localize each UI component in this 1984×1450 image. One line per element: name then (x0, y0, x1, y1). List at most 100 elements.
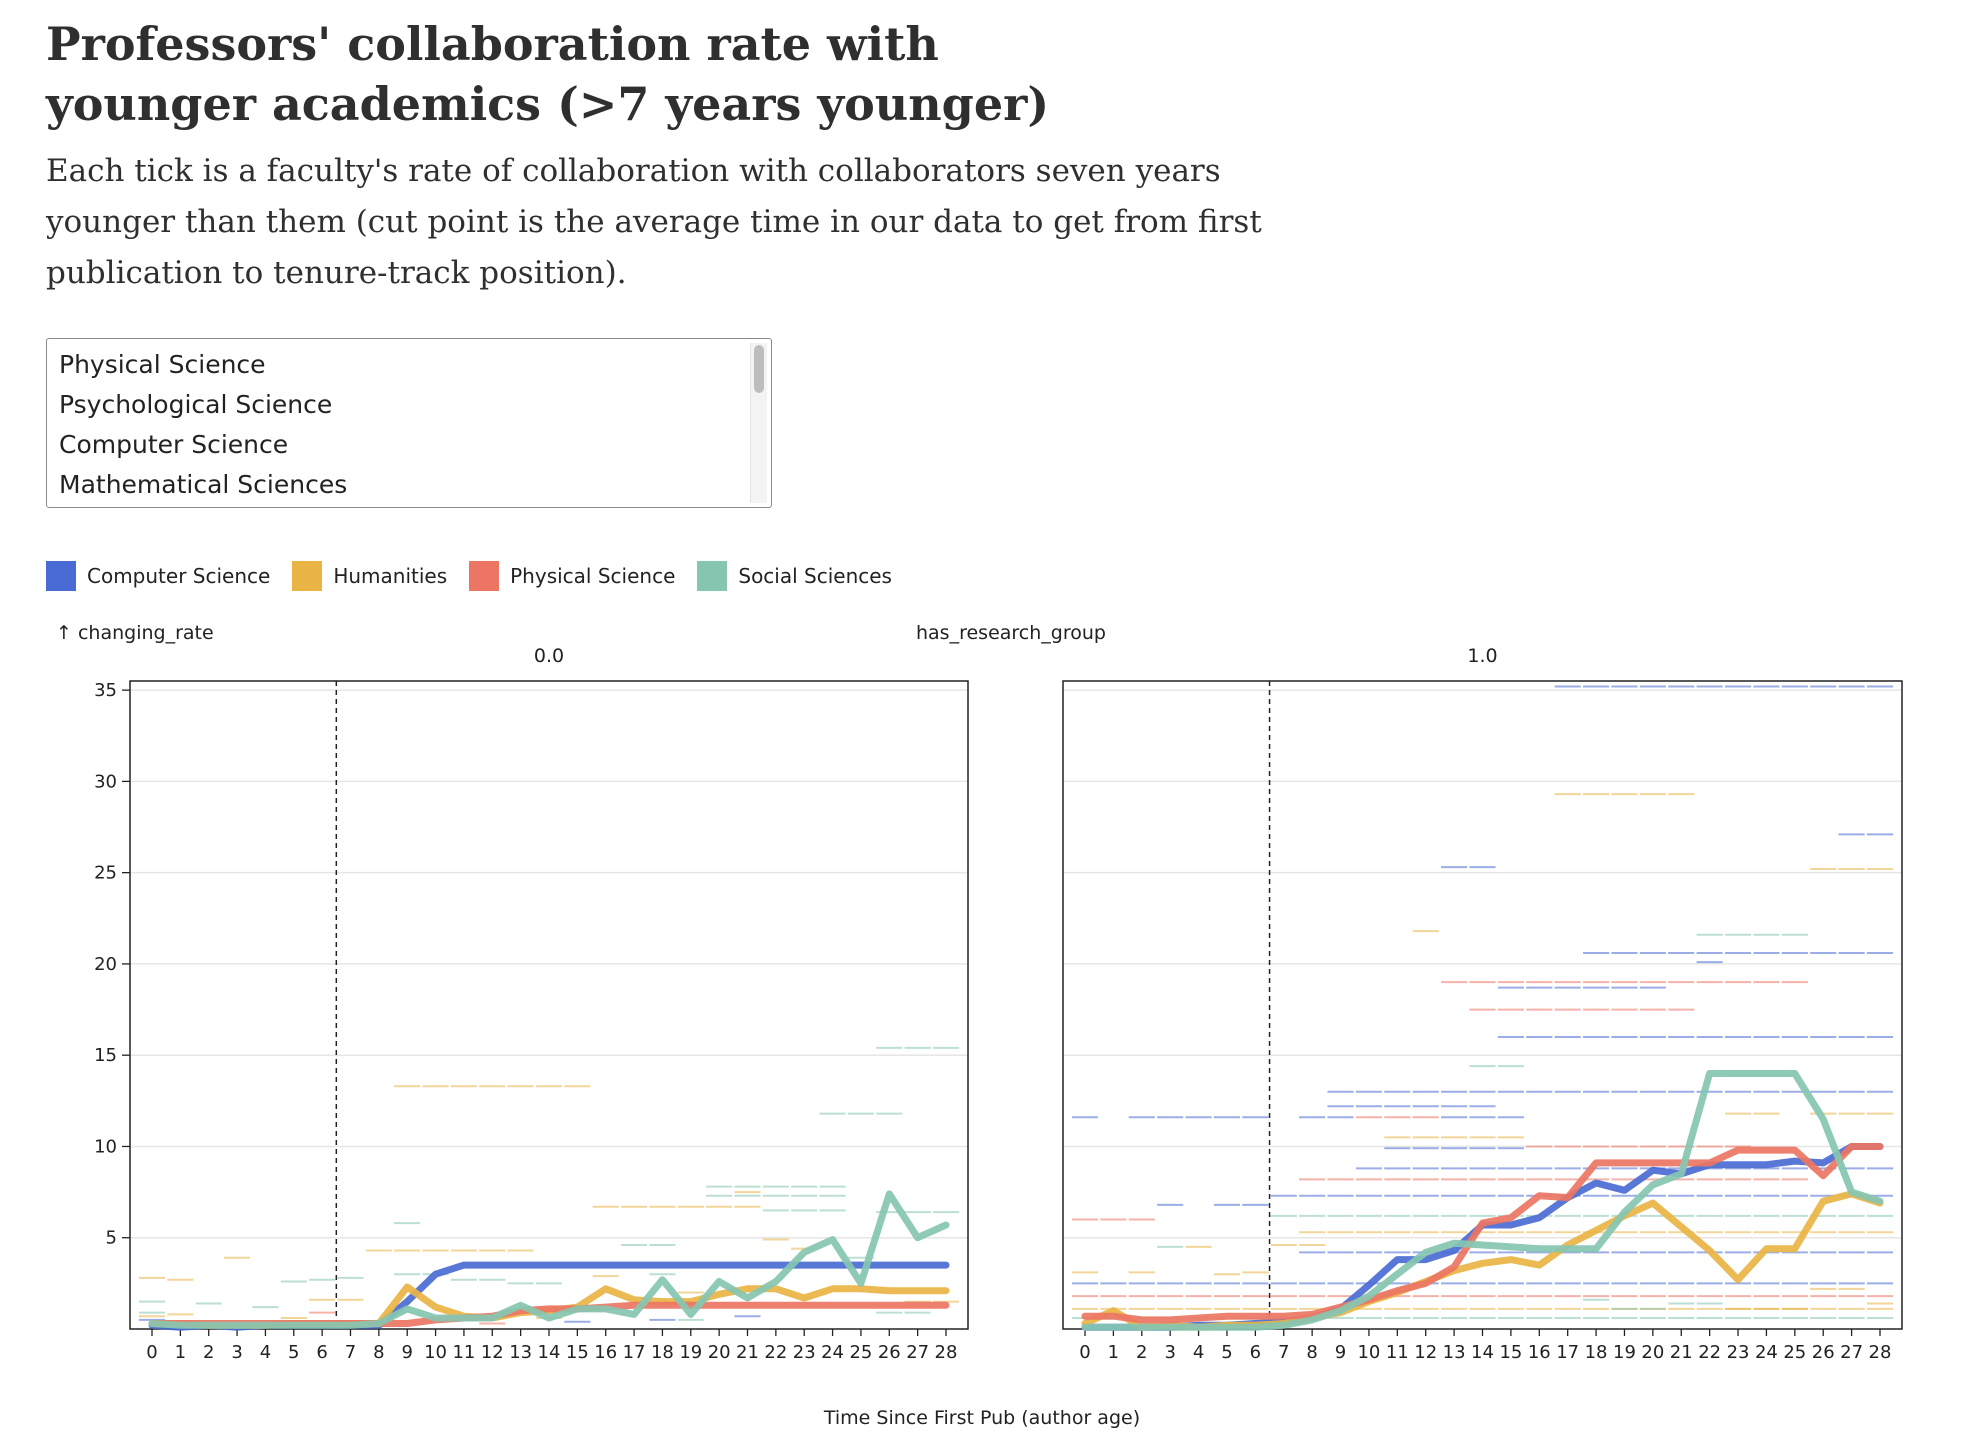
x-tick-label: 1 (1108, 1342, 1119, 1363)
x-tick-label: 16 (594, 1342, 617, 1363)
x-tick-label: 18 (1585, 1342, 1608, 1363)
page-title: Professors' collaboration rate with youn… (46, 17, 1050, 131)
x-tick-label: 14 (538, 1342, 561, 1363)
legend-swatch (697, 561, 728, 591)
legend-label: Humanities (333, 564, 448, 588)
listbox-scroll-thumb[interactable] (754, 345, 764, 393)
field-option[interactable]: Physical Science (59, 350, 266, 379)
x-tick-label: 26 (878, 1342, 901, 1363)
facet-value-label: 0.0 (534, 645, 564, 667)
legend-label: Social Sciences (738, 564, 892, 588)
series-line-social-sciences (1081, 1070, 1884, 1331)
series-line-social-sciences (148, 1190, 950, 1329)
y-tick-label: 10 (94, 1136, 117, 1157)
x-tick-label: 0 (1079, 1342, 1090, 1363)
x-tick-label: 27 (1840, 1342, 1863, 1363)
x-tick-label: 24 (1755, 1342, 1778, 1363)
x-tick-label: 22 (1698, 1342, 1721, 1363)
series-line-humanities (1081, 1190, 1884, 1331)
x-tick-label: 21 (736, 1342, 759, 1363)
x-tick-label: 7 (1278, 1342, 1289, 1363)
legend-label: Computer Science (87, 564, 271, 588)
series-line-physical-science (1081, 1143, 1884, 1324)
facet-value-label: 1.0 (1467, 645, 1497, 667)
x-tick-label: 11 (452, 1342, 475, 1363)
x-tick-label: 25 (849, 1342, 872, 1363)
y-axis-label: ↑ changing_rate (56, 622, 214, 644)
legend-item-social-sciences: Social Sciences (697, 561, 892, 591)
x-tick-label: 12 (1414, 1342, 1437, 1363)
x-tick-label: 8 (1306, 1342, 1317, 1363)
field-option[interactable]: Computer Science (59, 430, 289, 459)
x-tick-label: 9 (1335, 1342, 1346, 1363)
y-tick-label: 25 (94, 863, 117, 884)
x-tick-label: 27 (906, 1342, 929, 1363)
legend-item-humanities: Humanities (292, 561, 447, 591)
x-tick-label: 5 (1221, 1342, 1232, 1363)
y-tick-label: 5 (106, 1228, 117, 1249)
x-tick-label: 25 (1783, 1342, 1806, 1363)
x-tick-label: 2 (1136, 1342, 1147, 1363)
field-select-listbox[interactable]: Physical Science Psychological Science C… (46, 338, 772, 508)
x-tick-label: 3 (1164, 1342, 1175, 1363)
x-tick-label: 9 (401, 1342, 412, 1363)
x-tick-label: 10 (424, 1342, 447, 1363)
y-tick-label: 30 (94, 771, 117, 792)
x-tick-label: 23 (793, 1342, 816, 1363)
x-tick-label: 20 (1641, 1342, 1664, 1363)
x-tick-label: 24 (821, 1342, 844, 1363)
x-tick-label: 13 (509, 1342, 532, 1363)
legend-swatch (46, 561, 76, 591)
x-tick-label: 5 (288, 1342, 299, 1363)
x-tick-label: 23 (1727, 1342, 1750, 1363)
page-subtitle: Each tick is a faculty's rate of collabo… (46, 153, 1262, 291)
color-legend: Computer Science Humanities Physical Sci… (46, 560, 914, 592)
x-tick-label: 20 (708, 1342, 731, 1363)
legend-swatch (292, 561, 323, 591)
legend-item-computer-science: Computer Science (46, 561, 270, 591)
field-option[interactable]: Psychological Science (59, 390, 333, 419)
x-tick-label: 26 (1812, 1342, 1835, 1363)
x-tick-label: 19 (679, 1342, 702, 1363)
field-option[interactable]: Mathematical Sciences (59, 470, 348, 499)
legend-label: Physical Science (510, 564, 676, 588)
x-tick-label: 15 (566, 1342, 589, 1363)
x-tick-label: 6 (316, 1342, 327, 1363)
x-tick-label: 14 (1471, 1342, 1494, 1363)
legend-item-physical-science: Physical Science (469, 561, 675, 591)
x-tick-label: 17 (1556, 1342, 1579, 1363)
x-tick-label: 22 (764, 1342, 787, 1363)
x-tick-label: 1 (175, 1342, 186, 1363)
x-tick-label: 17 (623, 1342, 646, 1363)
faceted-line-chart: ↑ changing_rate has_research_group Time … (56, 622, 1903, 1429)
chart-panel-2: 1.00 1 2 3 4 5 6 7 8 9 10 11 12 13 14 15 16 17 18 19 20 21 22 2… (1062, 645, 1903, 1363)
x-tick-label: 28 (1869, 1342, 1892, 1363)
x-tick-label: 21 (1670, 1342, 1693, 1363)
legend-swatch (469, 561, 500, 591)
x-tick-label: 3 (231, 1342, 242, 1363)
facet-label: has_research_group (916, 622, 1106, 644)
y-tick-label: 15 (94, 1045, 117, 1066)
x-tick-label: 4 (260, 1342, 271, 1363)
listbox-scrollbar[interactable] (750, 343, 767, 503)
x-axis-label: Time Since First Pub (author age) (823, 1407, 1140, 1429)
y-tick-label: 35 (94, 680, 117, 701)
x-tick-label: 12 (481, 1342, 504, 1363)
x-tick-label: 6 (1250, 1342, 1261, 1363)
x-tick-label: 18 (651, 1342, 674, 1363)
x-tick-label: 19 (1613, 1342, 1636, 1363)
x-tick-label: 28 (935, 1342, 958, 1363)
x-tick-label: 0 (146, 1342, 157, 1363)
x-tick-label: 7 (345, 1342, 356, 1363)
panel-frame (129, 680, 969, 1330)
x-tick-label: 8 (373, 1342, 384, 1363)
x-tick-label: 15 (1499, 1342, 1522, 1363)
x-tick-label: 13 (1443, 1342, 1466, 1363)
series-line-computer-science (1081, 1143, 1884, 1331)
y-tick-label: 20 (94, 954, 117, 975)
x-tick-label: 4 (1193, 1342, 1204, 1363)
x-tick-label: 16 (1528, 1342, 1551, 1363)
x-tick-label: 2 (203, 1342, 214, 1363)
